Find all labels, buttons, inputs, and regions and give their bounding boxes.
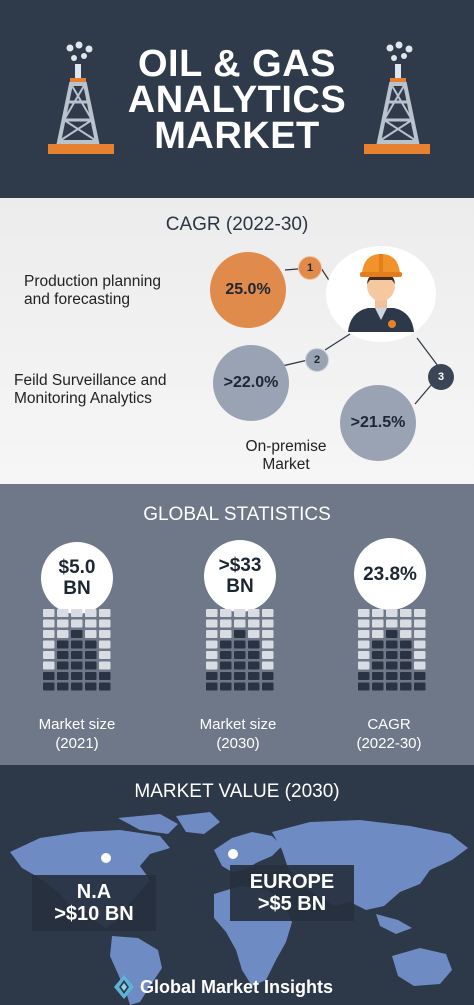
brand: Global Market Insights	[112, 973, 372, 1001]
stat-label-3-line2: (2022-30)	[356, 735, 422, 752]
stat-label-2-line2: (2030)	[216, 735, 260, 752]
region-na-value: >$10 BN	[54, 903, 134, 925]
page-title: OIL & GAS ANALYTICS MARKET	[100, 43, 374, 157]
region-na: N.A >$10 BN	[32, 875, 156, 931]
building-grid-icon	[43, 609, 111, 691]
brand-logo-icon	[114, 975, 134, 999]
market-value-title: MARKET VALUE (2030)	[134, 781, 340, 802]
cagr-value-2: >22.0%	[213, 345, 289, 421]
oil-rig-icon	[364, 41, 430, 154]
cagr-number-3: 3	[428, 364, 454, 390]
title-line-2: ANALYTICS	[127, 79, 347, 121]
cagr-number-1: 1	[298, 256, 322, 280]
cagr-label-1-line1: Production planning	[24, 273, 162, 290]
worker-circle	[326, 246, 436, 342]
stat-value-3-line1: 23.8%	[363, 563, 417, 585]
header: OIL & GAS ANALYTICS MARKET	[0, 0, 474, 198]
cagr-label-1: Production planning and forecasting	[24, 273, 214, 309]
region-europe-name: EUROPE	[249, 871, 335, 893]
stat-label-3-line1: CAGR	[367, 716, 411, 733]
region-europe-value: >$5 BN	[257, 893, 327, 915]
cagr-label-3-line2: Market	[262, 456, 310, 473]
stat-value-2-line2: BN	[226, 576, 254, 597]
stat-label-1: Market size (2021)	[17, 715, 137, 753]
brand-name: Global Market Insights	[140, 976, 334, 997]
stat-label-3: CAGR (2022-30)	[329, 715, 449, 753]
stat-value-3: 23.8%	[354, 538, 426, 610]
building-grid-icon	[206, 609, 274, 691]
oil-worker-icon	[348, 254, 414, 332]
cagr-number-2: 2	[305, 348, 329, 372]
region-na-name: N.A	[76, 881, 112, 903]
location-dot-icon	[228, 849, 238, 859]
market-value-section: MARKET VALUE (2030) N.A >$10 BN	[0, 765, 474, 1005]
stat-value-2-line1: >$33	[218, 555, 262, 576]
cagr-label-3: On-premise Market	[226, 438, 346, 474]
stat-label-2: Market size (2030)	[178, 715, 298, 753]
cagr-section: CAGR (2022-30) Production planning and f…	[0, 198, 474, 484]
stat-value-1-line1: $5.0	[58, 557, 96, 578]
stat-value-2: >$33 BN	[204, 540, 276, 612]
cagr-label-1-line2: and forecasting	[24, 291, 130, 308]
cagr-value-3: >21.5%	[340, 385, 416, 461]
cagr-title: CAGR (2022-30)	[165, 214, 309, 235]
stat-value-1-line2: BN	[63, 578, 91, 599]
title-line-3: MARKET	[154, 115, 320, 157]
stat-label-1-line2: (2021)	[55, 735, 99, 752]
cagr-label-2-line2: Monitoring Analytics	[14, 390, 152, 407]
oil-rig-icon	[48, 41, 114, 154]
location-dot-icon	[101, 853, 111, 863]
building-grid-icon	[358, 609, 426, 691]
global-statistics-section: GLOBAL STATISTICS $5.0 BN Market size (2…	[0, 484, 474, 765]
cagr-label-3-line1: On-premise	[245, 438, 327, 455]
stat-label-1-line1: Market size	[38, 716, 116, 733]
region-europe: EUROPE >$5 BN	[230, 865, 354, 921]
stat-value-1: $5.0 BN	[41, 542, 113, 614]
cagr-label-2: Feild Surveillance and Monitoring Analyt…	[14, 372, 214, 408]
cagr-value-1: 25.0%	[210, 252, 286, 328]
cagr-label-2-line1: Feild Surveillance and	[14, 372, 167, 389]
title-line-1: OIL & GAS	[137, 43, 337, 85]
global-statistics-title: GLOBAL STATISTICS	[143, 504, 331, 525]
stat-label-2-line1: Market size	[199, 716, 277, 733]
